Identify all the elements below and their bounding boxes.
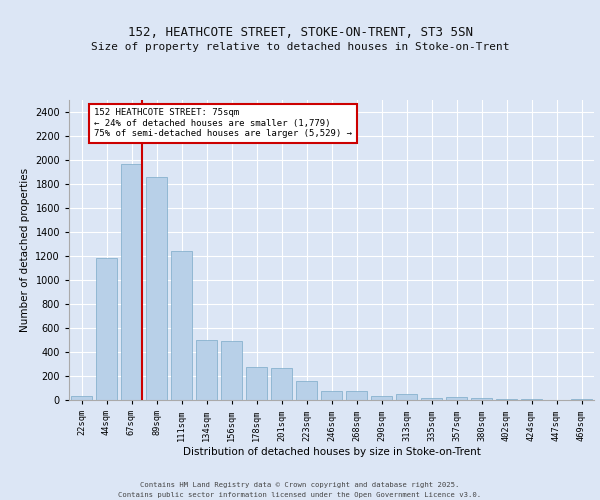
Bar (71, 396, 92, 400)
Bar (271, 368, 292, 400)
Bar (96, 258, 117, 400)
Text: 152, HEATHCOTE STREET, STOKE-ON-TRENT, ST3 5SN: 152, HEATHCOTE STREET, STOKE-ON-TRENT, S… (128, 26, 473, 39)
Bar (171, 251, 192, 400)
Text: Size of property relative to detached houses in Stoke-on-Trent: Size of property relative to detached ho… (91, 42, 509, 52)
Bar (296, 381, 317, 400)
Bar (421, 398, 442, 400)
Y-axis label: Number of detached properties: Number of detached properties (20, 168, 29, 332)
Text: Contains HM Land Registry data © Crown copyright and database right 2025.: Contains HM Land Registry data © Crown c… (140, 482, 460, 488)
Text: 152 HEATHCOTE STREET: 75sqm
← 24% of detached houses are smaller (1,779)
75% of : 152 HEATHCOTE STREET: 75sqm ← 24% of det… (94, 108, 352, 138)
Text: Contains public sector information licensed under the Open Government Licence v3: Contains public sector information licen… (118, 492, 482, 498)
Bar (371, 396, 392, 400)
Bar (196, 340, 217, 400)
X-axis label: Distribution of detached houses by size in Stoke-on-Trent: Distribution of detached houses by size … (182, 448, 481, 458)
Bar (571, 399, 592, 400)
Bar (346, 391, 367, 400)
Bar (146, 177, 167, 400)
Bar (246, 367, 267, 400)
Bar (446, 398, 467, 400)
Bar (396, 394, 417, 400)
Bar (496, 399, 517, 400)
Bar (321, 391, 342, 400)
Bar (471, 398, 492, 400)
Bar (221, 341, 242, 400)
Bar (121, 164, 142, 400)
